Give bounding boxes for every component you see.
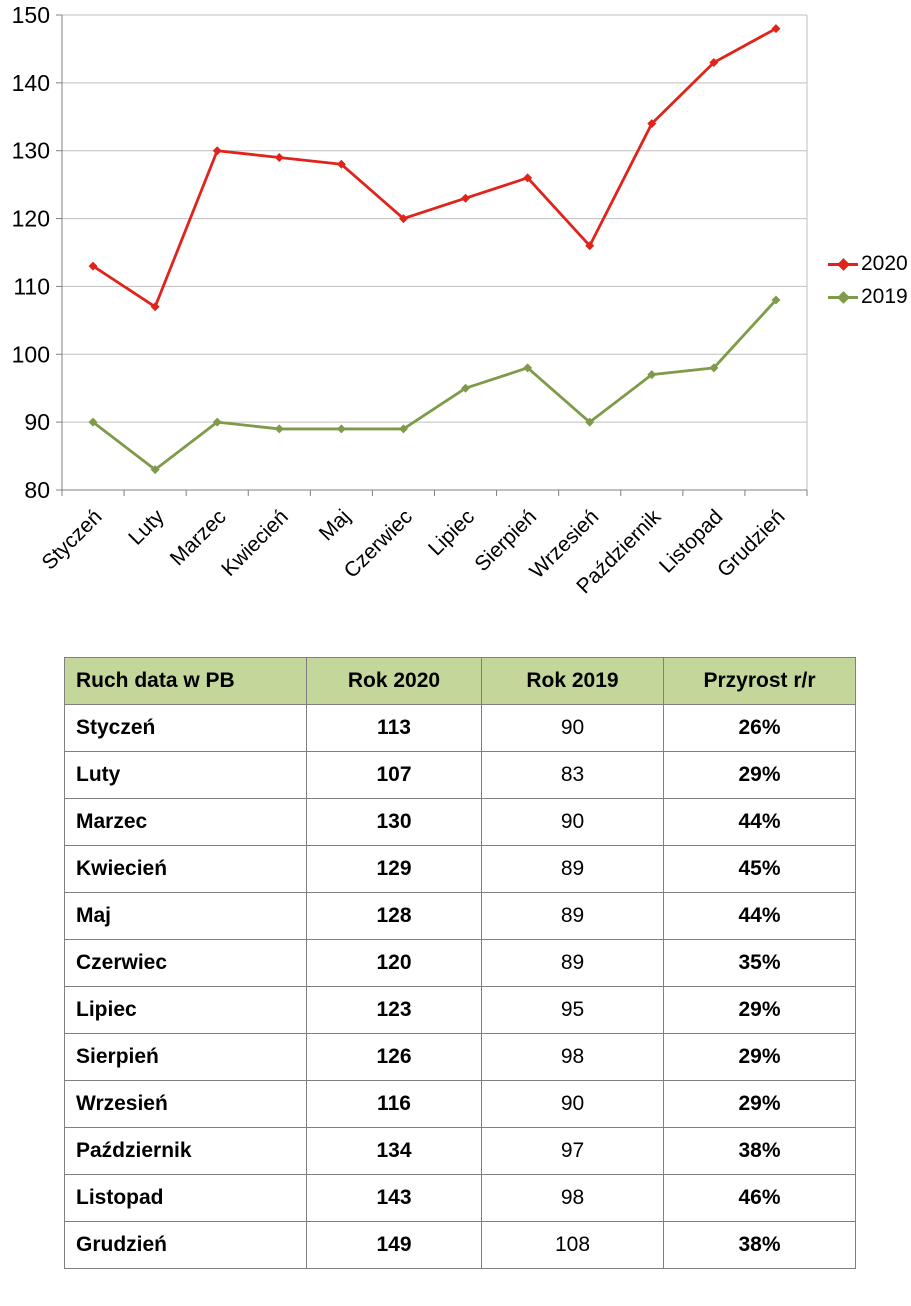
table-cell: 89 bbox=[481, 845, 664, 893]
table-cell: 130 bbox=[306, 798, 482, 846]
table-cell: 29% bbox=[663, 1080, 856, 1128]
svg-text:110: 110 bbox=[13, 273, 50, 299]
legend-item-2020: 2020 bbox=[828, 252, 908, 276]
svg-text:Styczeń: Styczeń bbox=[37, 505, 106, 574]
table-row: Październik 134 97 38% bbox=[64, 1127, 856, 1175]
table-cell: 90 bbox=[481, 1080, 664, 1128]
svg-text:150: 150 bbox=[12, 2, 50, 28]
legend-label-2020: 2020 bbox=[861, 252, 908, 275]
table-row: Czerwiec 120 89 35% bbox=[64, 939, 856, 987]
table-cell: 38% bbox=[663, 1127, 856, 1175]
table-cell: 129 bbox=[306, 845, 482, 893]
legend-line-marker-2019 bbox=[828, 290, 858, 304]
table-cell: 89 bbox=[481, 892, 664, 940]
svg-text:Luty: Luty bbox=[124, 505, 169, 550]
table-cell: 44% bbox=[663, 798, 856, 846]
table-cell: 45% bbox=[663, 845, 856, 893]
svg-text:130: 130 bbox=[12, 138, 50, 164]
table-row: Luty 107 83 29% bbox=[64, 751, 856, 799]
table-cell: 89 bbox=[481, 939, 664, 987]
table-cell: 35% bbox=[663, 939, 856, 987]
table-cell: 126 bbox=[306, 1033, 482, 1081]
table-row: Maj 128 89 44% bbox=[64, 892, 856, 940]
table-cell: Czerwiec bbox=[64, 939, 307, 987]
table-row: Styczeń 113 90 26% bbox=[64, 704, 856, 752]
chart-legend: 2020 2019 bbox=[828, 252, 908, 309]
table-cell: 44% bbox=[663, 892, 856, 940]
table-cell: 95 bbox=[481, 986, 664, 1034]
legend-label-2019: 2019 bbox=[861, 285, 908, 308]
table-cell: Marzec bbox=[64, 798, 307, 846]
table-cell: 143 bbox=[306, 1174, 482, 1222]
table-header-cell: Ruch data w PB bbox=[64, 657, 307, 705]
table-header-cell: Przyrost r/r bbox=[663, 657, 856, 705]
table-cell: Styczeń bbox=[64, 704, 307, 752]
table-row: Grudzień 149 108 38% bbox=[64, 1221, 856, 1269]
svg-text:120: 120 bbox=[12, 206, 50, 232]
table-cell: 83 bbox=[481, 751, 664, 799]
table-cell: Wrzesień bbox=[64, 1080, 307, 1128]
table-header-cell: Rok 2020 bbox=[306, 657, 482, 705]
table-cell: 128 bbox=[306, 892, 482, 940]
legend-line-marker-2020 bbox=[828, 257, 858, 271]
table-body: Styczeń 113 90 26% Luty 107 83 29% Marzec 130 90 44… bbox=[64, 704, 856, 1269]
table-cell: 123 bbox=[306, 986, 482, 1034]
table-row: Lipiec 123 95 29% bbox=[64, 986, 856, 1034]
table-cell: Grudzień bbox=[64, 1221, 307, 1269]
table-cell: 120 bbox=[306, 939, 482, 987]
table-cell: 134 bbox=[306, 1127, 482, 1175]
table-row: Wrzesień 116 90 29% bbox=[64, 1080, 856, 1128]
table-header-cell: Rok 2019 bbox=[481, 657, 664, 705]
svg-text:Czerwiec: Czerwiec bbox=[340, 505, 417, 582]
svg-text:Grudzień: Grudzień bbox=[713, 505, 790, 582]
table-cell: Sierpień bbox=[64, 1033, 307, 1081]
table-cell: 97 bbox=[481, 1127, 664, 1175]
svg-text:100: 100 bbox=[12, 341, 50, 367]
legend-item-2019: 2019 bbox=[828, 285, 908, 309]
data-table: Ruch data w PB Rok 2020 Rok 2019 Przyros… bbox=[64, 657, 856, 1269]
table-cell: 108 bbox=[481, 1221, 664, 1269]
svg-text:80: 80 bbox=[24, 477, 50, 503]
svg-text:140: 140 bbox=[12, 70, 50, 96]
table-cell: 107 bbox=[306, 751, 482, 799]
table-cell: 29% bbox=[663, 1033, 856, 1081]
table-cell: Luty bbox=[64, 751, 307, 799]
table-row: Kwiecień 129 89 45% bbox=[64, 845, 856, 893]
traffic-line-chart: 80 90 100 110 120 130 140 150 Styczeń Luty Marzec K… bbox=[0, 0, 911, 632]
table-cell: 116 bbox=[306, 1080, 482, 1128]
table-cell: Lipiec bbox=[64, 986, 307, 1034]
table-cell: 90 bbox=[481, 704, 664, 752]
svg-text:90: 90 bbox=[24, 409, 50, 435]
table-cell: 29% bbox=[663, 751, 856, 799]
table-cell: 98 bbox=[481, 1033, 664, 1081]
table-cell: 113 bbox=[306, 704, 482, 752]
svg-text:Lipiec: Lipiec bbox=[424, 505, 479, 560]
table-cell: Październik bbox=[64, 1127, 307, 1175]
table-cell: 26% bbox=[663, 704, 856, 752]
table-cell: Listopad bbox=[64, 1174, 307, 1222]
svg-text:Kwiecień: Kwiecień bbox=[217, 505, 293, 581]
table-row: Marzec 130 90 44% bbox=[64, 798, 856, 846]
table-cell: 98 bbox=[481, 1174, 664, 1222]
table-cell: Kwiecień bbox=[64, 845, 307, 893]
table-cell: 149 bbox=[306, 1221, 482, 1269]
table-cell: 29% bbox=[663, 986, 856, 1034]
table-cell: Maj bbox=[64, 892, 307, 940]
table-cell: 90 bbox=[481, 798, 664, 846]
table-row: Sierpień 126 98 29% bbox=[64, 1033, 856, 1081]
data-table-section: Ruch data w PB Rok 2020 Rok 2019 Przyros… bbox=[64, 657, 911, 1269]
table-row: Listopad 143 98 46% bbox=[64, 1174, 856, 1222]
table-header-row: Ruch data w PB Rok 2020 Rok 2019 Przyros… bbox=[64, 657, 856, 705]
svg-text:Maj: Maj bbox=[315, 505, 355, 545]
table-cell: 38% bbox=[663, 1221, 856, 1269]
table-cell: 46% bbox=[663, 1174, 856, 1222]
